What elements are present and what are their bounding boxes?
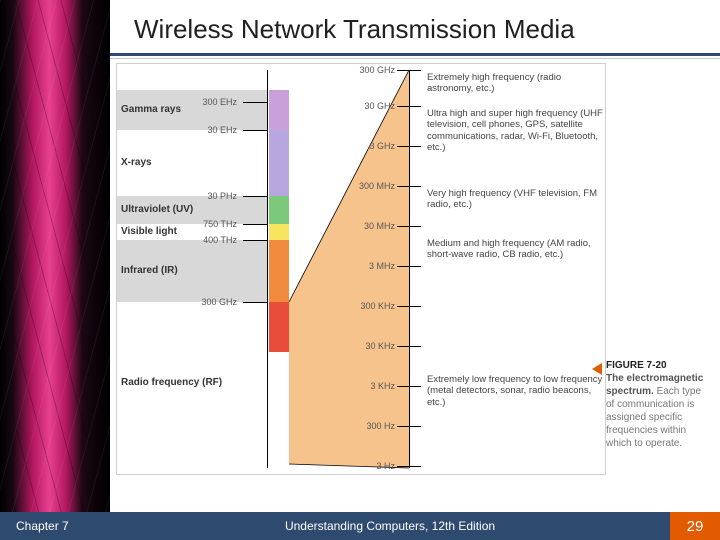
left-tick-label: 300 EHz xyxy=(117,97,237,107)
figure-number: FIGURE 7-20 xyxy=(606,360,667,371)
band-label: X-rays xyxy=(121,157,152,168)
left-tick-label: 30 PHz xyxy=(117,191,237,201)
right-tick xyxy=(397,266,421,267)
left-tick-label: 400 THz xyxy=(117,235,237,245)
right-tick-label: 30 KHz xyxy=(355,341,395,351)
right-tick xyxy=(397,186,421,187)
footer-book: Understanding Computers, 12th Edition xyxy=(110,519,670,533)
right-tick xyxy=(397,426,421,427)
slide-title: Wireless Network Transmission Media xyxy=(110,0,720,53)
slide: Wireless Network Transmission Media Gamm… xyxy=(0,0,720,540)
right-tick-label: 3 GHz xyxy=(355,141,395,151)
footer-chapter: Chapter 7 xyxy=(0,519,110,533)
footer: Chapter 7 Understanding Computers, 12th … xyxy=(0,512,720,540)
band-label: Ultraviolet (UV) xyxy=(121,204,193,215)
left-tick xyxy=(243,302,267,303)
title-underline xyxy=(110,53,720,56)
spectrum-segment-uv xyxy=(269,196,289,224)
left-tick xyxy=(243,196,267,197)
spectrum-segment-xray xyxy=(269,130,289,196)
frequency-description: Extremely low frequency to low frequency… xyxy=(427,374,603,408)
band-label: Infrared (IR) xyxy=(121,265,178,276)
right-tick-label: 3 MHz xyxy=(355,261,395,271)
spectrum-diagram: Gamma raysX-raysUltraviolet (UV)Visible … xyxy=(116,63,606,475)
figure-caption: FIGURE 7-20 The electromagnetic spectrum… xyxy=(606,359,712,450)
right-tick xyxy=(397,306,421,307)
spectrum-segment-visible xyxy=(269,224,289,240)
right-tick xyxy=(397,346,421,347)
left-tick xyxy=(243,240,267,241)
right-tick-label: 30 GHz xyxy=(355,101,395,111)
right-tick-label: 300 MHz xyxy=(355,181,395,191)
frequency-description: Very high frequency (VHF television, FM … xyxy=(427,188,603,211)
footer-page: 29 xyxy=(670,512,720,540)
left-tick xyxy=(243,224,267,225)
caption-arrow-icon xyxy=(592,363,602,375)
right-tick xyxy=(397,226,421,227)
frequency-description: Medium and high frequency (AM radio, sho… xyxy=(427,238,603,261)
left-tick xyxy=(243,130,267,131)
left-tick-label: 300 GHz xyxy=(117,297,237,307)
spectrum-segment-ir xyxy=(269,240,289,302)
right-tick xyxy=(397,466,421,467)
left-tick-label: 30 EHz xyxy=(117,125,237,135)
left-tick xyxy=(243,102,267,103)
right-tick-label: 30 MHz xyxy=(355,221,395,231)
right-tick xyxy=(397,70,421,71)
right-tick-label: 3 KHz xyxy=(355,381,395,391)
right-tick-label: 300 GHz xyxy=(355,65,395,75)
main-content: Wireless Network Transmission Media Gamm… xyxy=(110,0,720,540)
spectrum-segment-rf xyxy=(269,302,289,352)
right-tick xyxy=(397,106,421,107)
frequency-description: Extremely high frequency (radio astronom… xyxy=(427,72,603,95)
frequency-description: Ultra high and super high frequency (UHF… xyxy=(427,108,603,154)
right-tick xyxy=(397,146,421,147)
left-tick-label: 750 THz xyxy=(117,219,237,229)
spectrum-segment-gamma xyxy=(269,90,289,130)
right-tick xyxy=(397,386,421,387)
decorative-sidebar xyxy=(0,0,110,540)
content-area: Gamma raysX-raysUltraviolet (UV)Visible … xyxy=(110,59,720,489)
right-tick-label: 3 Hz xyxy=(355,461,395,471)
band-label: Radio frequency (RF) xyxy=(121,377,222,388)
right-tick-label: 300 Hz xyxy=(355,421,395,431)
right-tick-label: 300 KHz xyxy=(355,301,395,311)
